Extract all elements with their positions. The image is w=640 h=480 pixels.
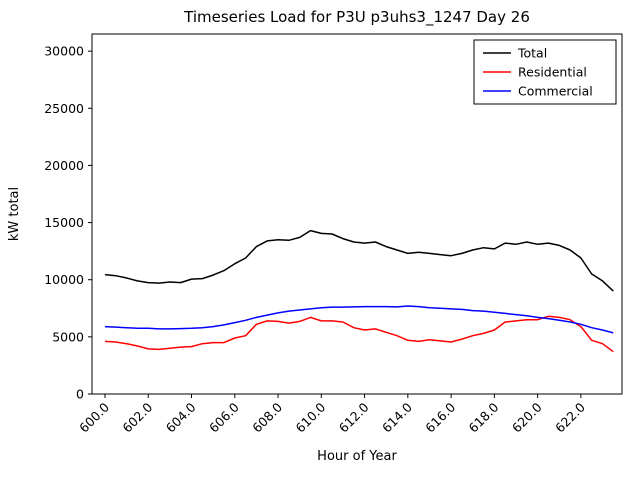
x-tick-label: 604.0: [163, 399, 199, 435]
y-tick-label: 25000: [44, 101, 84, 116]
x-tick-label: 614.0: [379, 399, 415, 435]
series-line-total: [104, 229, 614, 292]
x-tick-label: 602.0: [119, 399, 155, 435]
y-axis-label: kW total: [7, 187, 22, 241]
series-line-commercial: [104, 305, 614, 334]
x-tick-label: 612.0: [336, 399, 372, 435]
x-tick-label: 618.0: [466, 399, 502, 435]
x-axis-label: Hour of Year: [317, 449, 397, 464]
plot-border: [91, 33, 623, 395]
x-tick-label: 600.0: [76, 399, 112, 435]
x-tick-label: 606.0: [206, 399, 242, 435]
y-tick-label: 15000: [44, 215, 84, 230]
x-tick-label: 616.0: [422, 399, 458, 435]
x-tick-label: 610.0: [293, 399, 329, 435]
chart-title: Timeseries Load for P3U p3uhs3_1247 Day …: [183, 8, 530, 27]
x-tick-label: 622.0: [552, 399, 588, 435]
legend: Total Residential Commercial: [473, 39, 617, 105]
x-tick-label: 608.0: [249, 399, 285, 435]
series-line-residential: [104, 315, 614, 353]
y-tick-label: 30000: [44, 44, 84, 59]
legend-label: Residential: [518, 65, 587, 80]
y-tick-label: 0: [76, 387, 84, 402]
y-tick-label: 20000: [44, 158, 84, 173]
y-tick-label: 10000: [44, 272, 84, 287]
x-tick-label: 620.0: [509, 399, 545, 435]
legend-label: Commercial: [518, 84, 593, 99]
y-tick-label: 5000: [52, 329, 84, 344]
legend-label: Total: [517, 46, 547, 61]
